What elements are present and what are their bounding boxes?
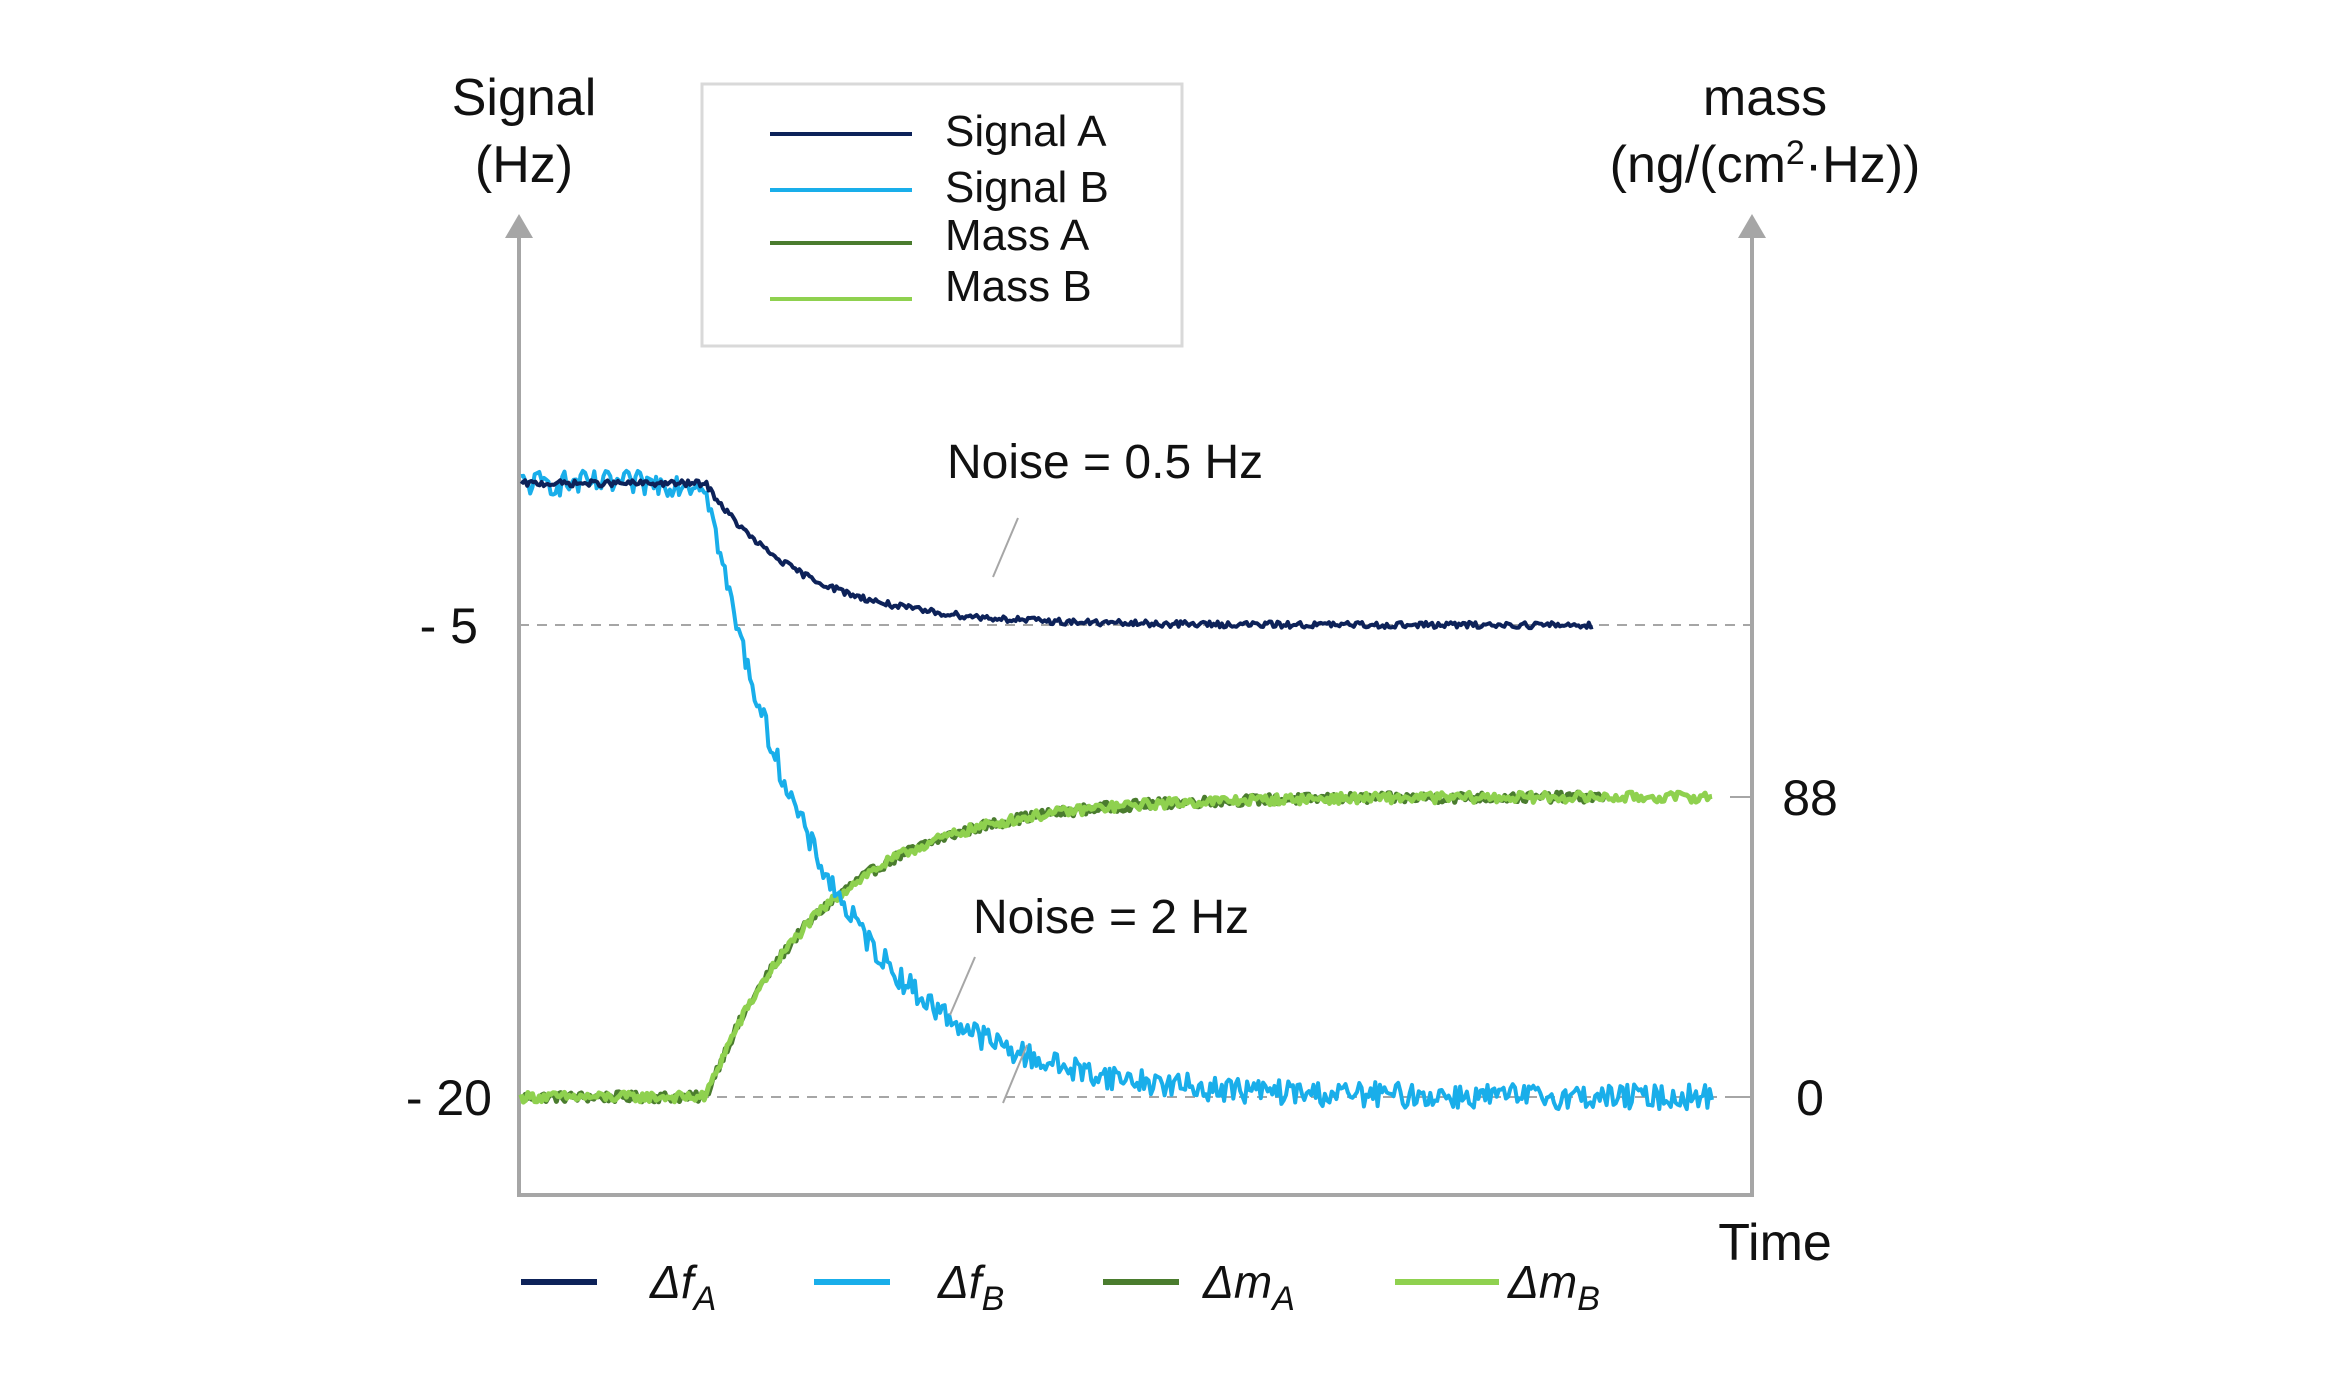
annotation-pointer-signal-b-lower [1002, 1044, 1028, 1104]
right-axis-title-post: ·Hz)) [1805, 136, 1921, 194]
left-y-axis-arrow [505, 214, 533, 238]
series-line-signal-a [519, 478, 1594, 631]
bottom-legend-base-signal-b: Δf [937, 1256, 986, 1308]
bottom-legend-base-mass-b: Δm [1507, 1256, 1577, 1308]
right-axis-title-line2: (ng/(cm2·Hz)) [1610, 134, 1921, 194]
series-line-mass-b [518, 789, 1713, 1105]
bottom-legend-base-signal-a: Δf [649, 1256, 698, 1308]
left-tick-label-minus-20: - 20 [406, 1070, 492, 1126]
right-y-axis-arrow [1738, 214, 1766, 238]
legend-label-mass-b: Mass B [945, 262, 1092, 311]
legend-box [700, 82, 1184, 348]
bottom-legend-label-signal-a: ΔfA [649, 1256, 716, 1318]
bottom-legend-base-mass-a: Δm [1202, 1256, 1272, 1308]
right-axis-title-line1: mass [1703, 69, 1827, 127]
bottom-legend-sub-mass-b: B [1577, 1280, 1600, 1318]
reference-lines [519, 624, 1752, 1098]
right-tick-label-0: 0 [1796, 1070, 1824, 1126]
axes [505, 214, 1766, 1197]
bottom-legend: ΔfA ΔfB ΔmA ΔmB [521, 1256, 1600, 1318]
x-axis-title: Time [1718, 1214, 1832, 1272]
annotation-pointer-signal-b [949, 956, 976, 1016]
legend-label-signal-a: Signal A [945, 107, 1107, 156]
bottom-legend-label-signal-b: ΔfB [937, 1256, 1004, 1318]
legend-label-mass-a: Mass A [945, 211, 1090, 260]
annotations: Noise = 0.5 Hz Noise = 2 Hz [947, 436, 1263, 1104]
annotation-noise-signal-b: Noise = 2 Hz [973, 891, 1249, 944]
legend: Signal A Signal B Mass A Mass B [700, 82, 1184, 348]
left-tick-label-minus-5: - 5 [420, 598, 478, 654]
left-axis-title-line2: (Hz) [475, 136, 573, 194]
legend-label-signal-b: Signal B [945, 163, 1109, 212]
right-tick-label-88: 88 [1782, 770, 1838, 826]
series-layer [518, 468, 1714, 1112]
bottom-legend-label-mass-a: ΔmA [1202, 1256, 1295, 1318]
right-axis-title-sup: 2 [1786, 134, 1805, 172]
series-line-mass-a [518, 789, 1608, 1105]
annotation-noise-signal-a: Noise = 0.5 Hz [947, 436, 1263, 489]
right-axis-title-pre: (ng/(cm [1610, 136, 1786, 194]
bottom-legend-sub-mass-a: A [1270, 1280, 1295, 1318]
bottom-legend-sub-signal-a: A [692, 1280, 717, 1318]
series-line-signal-b [520, 468, 1714, 1112]
left-axis-title-line1: Signal [452, 69, 597, 127]
bottom-legend-label-mass-b: ΔmB [1507, 1256, 1600, 1318]
annotation-pointer-signal-a [992, 517, 1019, 578]
bottom-legend-sub-signal-b: B [982, 1280, 1005, 1318]
